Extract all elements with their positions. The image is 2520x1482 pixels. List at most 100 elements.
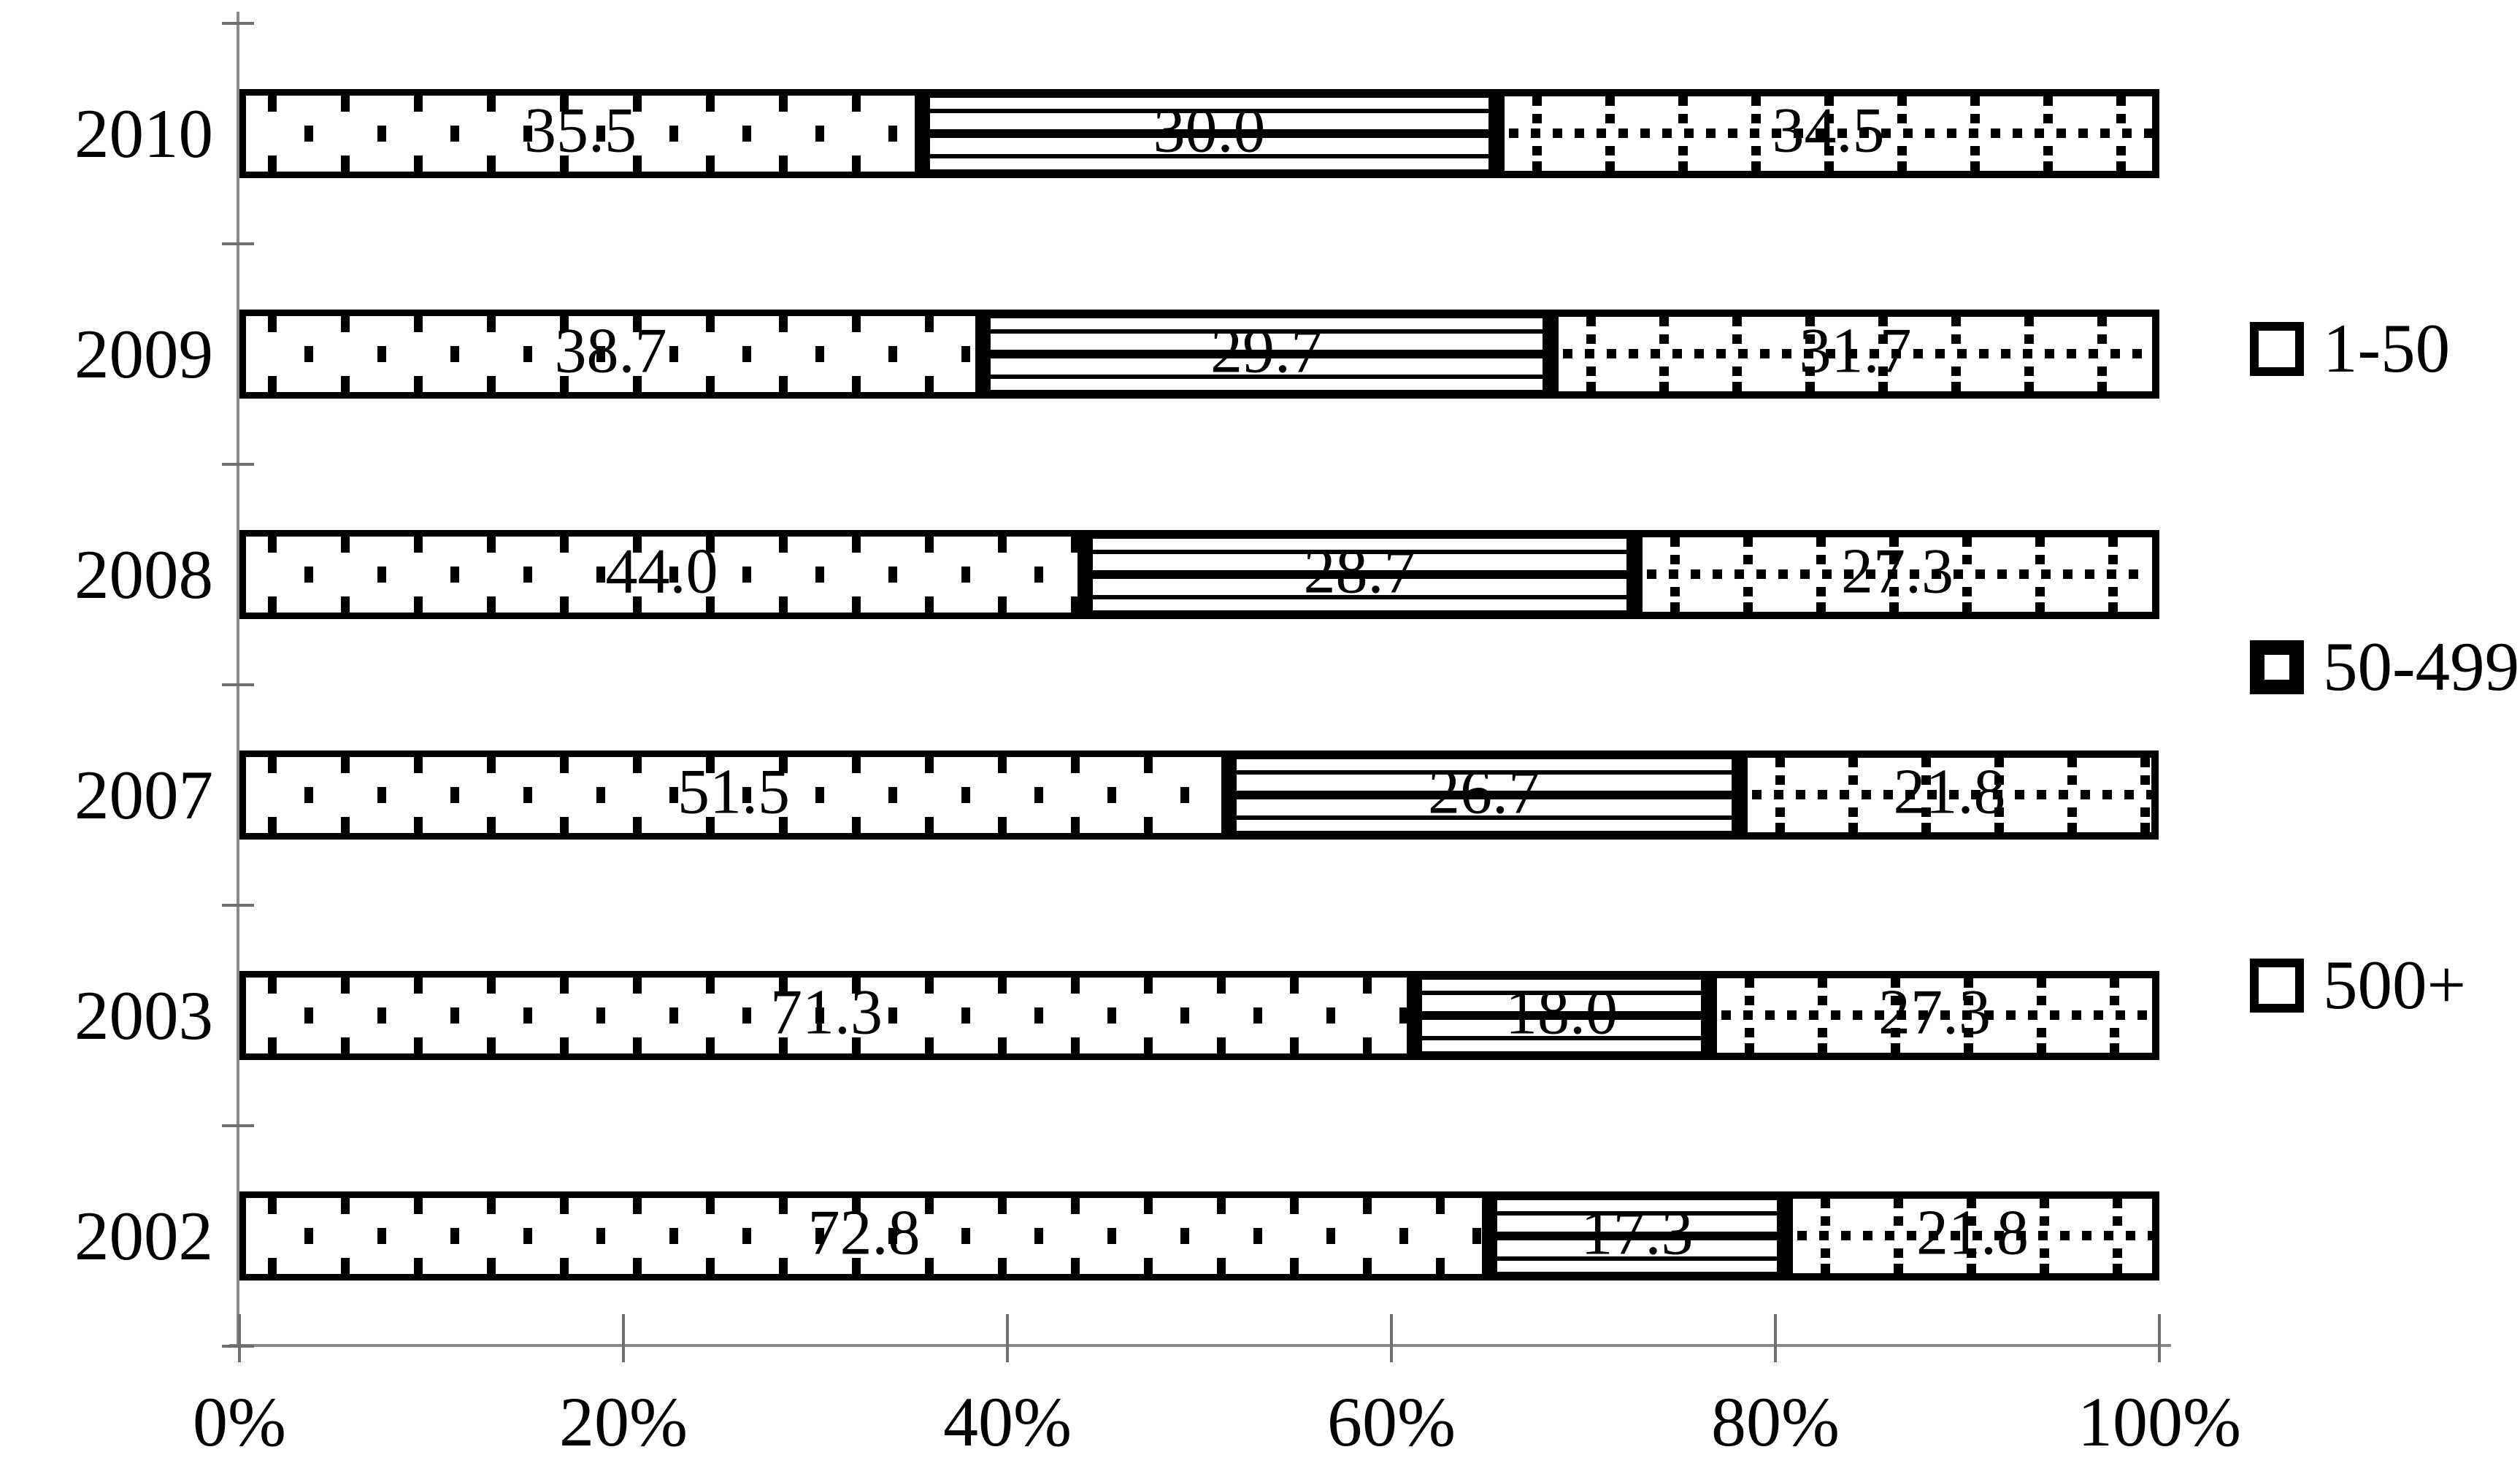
- pattern-dot: [1775, 807, 1785, 817]
- pattern-stripe: [1422, 991, 1701, 995]
- legend-label: 1-50: [2323, 310, 2451, 387]
- pattern-dot: [1897, 1010, 1906, 1020]
- bar-segment-500+: 21.8: [1740, 750, 2159, 840]
- pattern-dot: [1818, 978, 1827, 988]
- pattern-dot: [1848, 807, 1858, 817]
- pattern-dot: [633, 537, 642, 553]
- pattern-dot: [1669, 569, 1678, 579]
- pattern-dot: [1605, 146, 1615, 156]
- pattern-dot: [2067, 758, 2077, 767]
- pattern-dot: [1586, 317, 1596, 326]
- pattern-dot: [669, 567, 678, 583]
- pattern-dot: [1819, 1231, 1829, 1240]
- pattern-dot: [1894, 1216, 1903, 1226]
- pattern-dot: [1436, 1198, 1445, 1214]
- pattern-dot: [852, 1258, 861, 1274]
- pattern-dot: [1217, 1198, 1226, 1214]
- pattern-dot: [888, 567, 897, 583]
- pattern-dot: [1844, 569, 1853, 579]
- pattern-dot: [304, 567, 313, 583]
- pattern-dot: [1962, 555, 1972, 564]
- pattern-dot: [1967, 1248, 1976, 1258]
- pattern-dot: [633, 376, 642, 392]
- pattern-dot: [2037, 1043, 2046, 1053]
- pattern-dot: [1897, 146, 1907, 156]
- pattern-dot: [596, 1007, 605, 1024]
- pattern-dot: [1848, 349, 1857, 358]
- pattern-dot: [1954, 569, 1963, 579]
- pattern-dot: [2015, 790, 2024, 799]
- bar-segment-50-499: 28.7: [1084, 530, 1635, 619]
- pattern-stripe: [1497, 1232, 1777, 1240]
- pattern-dot: [2094, 1010, 2103, 1020]
- pattern-dot: [1883, 790, 1893, 799]
- pattern-dot: [961, 1007, 970, 1024]
- pattern-dot: [341, 757, 350, 773]
- value-label: 71.3: [770, 977, 883, 1048]
- pattern-dot: [779, 537, 788, 553]
- pattern-dot: [1824, 96, 1834, 106]
- pattern-stripe: [991, 350, 1543, 358]
- pattern-dot: [1816, 537, 1826, 547]
- bar-segment-1-50: 51.5: [239, 750, 1228, 840]
- pattern-dot: [1217, 978, 1226, 994]
- legend-marker-50-499-icon: [2250, 640, 2304, 694]
- pattern-stripe: [1422, 1036, 1701, 1040]
- pattern-dot: [1290, 1198, 1299, 1214]
- pattern-dot: [1818, 790, 1827, 799]
- pattern-dot: [2038, 1231, 2048, 1240]
- pattern-dot: [1326, 1228, 1335, 1244]
- pattern-dot: [596, 1228, 605, 1244]
- pattern-dot: [268, 596, 277, 613]
- pattern-dot: [2137, 1010, 2147, 1020]
- pattern-dot: [560, 316, 569, 332]
- pattern-dot: [2122, 128, 2132, 138]
- pattern-dot: [1363, 1258, 1372, 1274]
- pattern-dot: [2043, 114, 2053, 123]
- pattern-dot: [2104, 1231, 2113, 1240]
- pattern-dot: [1745, 996, 1754, 1005]
- pattern-dot: [888, 1007, 897, 1024]
- value-label: 51.5: [677, 756, 790, 828]
- pattern-dot: [2146, 790, 2151, 799]
- pattern-dot: [1765, 1010, 1775, 1020]
- y-axis-tick: [222, 22, 254, 25]
- pattern-dot: [1964, 996, 1973, 1005]
- bar-row-2002: 72.8 17.3 21.8: [239, 1191, 2159, 1281]
- y-axis-label-2007: 2007: [74, 756, 213, 834]
- pattern-dot: [523, 1228, 532, 1244]
- pattern-stripe: [1237, 791, 1732, 799]
- pattern-dot: [1745, 978, 1754, 988]
- y-axis-tick: [222, 1345, 254, 1348]
- pattern-dot: [1903, 128, 1913, 138]
- value-label: 18.0: [1505, 977, 1618, 1048]
- pattern-dot: [1144, 757, 1153, 773]
- pattern-dot: [1659, 334, 1669, 344]
- pattern-dot: [852, 978, 861, 994]
- pattern-dot: [2035, 602, 2045, 612]
- pattern-dot: [888, 787, 897, 803]
- pattern-dot: [1363, 978, 1372, 994]
- pattern-dot: [560, 596, 569, 613]
- pattern-dot: [1796, 790, 1805, 799]
- pattern-dot: [1921, 775, 1931, 785]
- pattern-dot: [1253, 1228, 1262, 1244]
- pattern-dot: [1743, 537, 1753, 547]
- x-axis-tick-label: 20%: [559, 1383, 688, 1461]
- pattern-dot: [1897, 114, 1907, 123]
- pattern-dot: [450, 126, 459, 142]
- pattern-dot: [925, 1037, 934, 1053]
- pattern-dot: [925, 817, 934, 833]
- pattern-dot: [2040, 1248, 2049, 1258]
- pattern-dot: [2129, 569, 2138, 579]
- pattern-dot: [268, 376, 277, 392]
- pattern-dot: [669, 787, 678, 803]
- pattern-dot: [487, 1258, 496, 1274]
- bar-segment-50-499: 17.3: [1488, 1191, 1786, 1281]
- pattern-dot: [815, 346, 824, 362]
- value-label: 38.7: [554, 315, 667, 387]
- pattern-dot: [1107, 787, 1116, 803]
- pattern-dot: [1721, 1010, 1731, 1020]
- pattern-dot: [706, 376, 715, 392]
- pattern-dot: [560, 156, 569, 172]
